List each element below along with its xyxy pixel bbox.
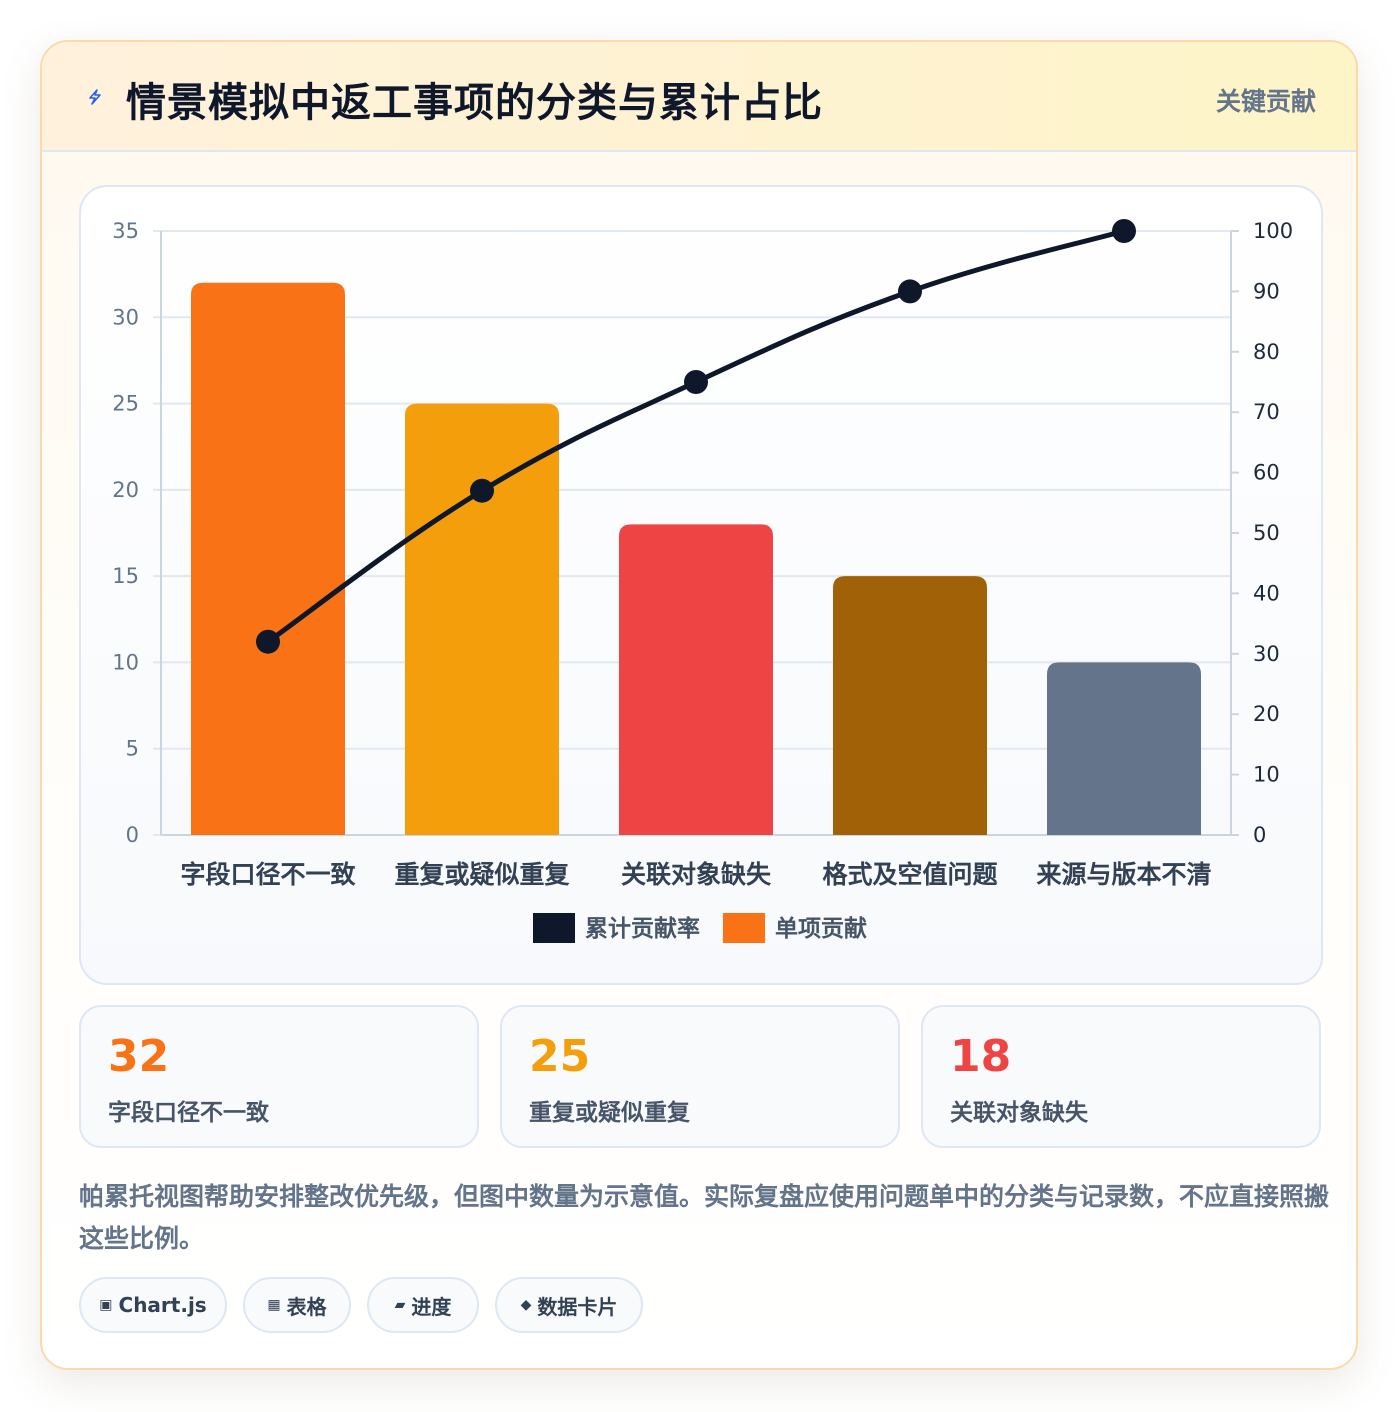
tag-progress[interactable]: ▰ 进度 [367, 1277, 479, 1333]
x-category-label: 重复或疑似重复 [394, 860, 570, 889]
page-title: 情景模拟中返工事项的分类与累计占比 [126, 80, 823, 126]
stat-value: 32 [108, 1031, 170, 1082]
table-icon: ▦ [267, 1297, 281, 1313]
cumulative-point [898, 279, 922, 304]
legend-swatch [723, 913, 765, 943]
y-left-tick-label: 15 [112, 564, 139, 588]
cumulative-point [1112, 219, 1136, 243]
legend-label: 累计贡献率 [585, 915, 700, 942]
cumulative-point [256, 629, 280, 654]
y-left-tick-label: 20 [112, 478, 139, 502]
key-contribution-badge: 关键贡献 [1215, 87, 1316, 116]
legend-label: 单项贡献 [775, 916, 867, 942]
x-category-label: 来源与版本不清 [1036, 860, 1211, 889]
tag-label: 表格 [286, 1294, 327, 1319]
y-left-tick-label: 25 [112, 392, 139, 416]
stat-value: 25 [529, 1031, 591, 1082]
y-right-tick-label: 80 [1253, 340, 1280, 364]
y-right-tick-label: 20 [1253, 702, 1280, 726]
stat-card-3: 18 关联对象缺失 [921, 1005, 1321, 1148]
pareto-chart: 0 5 10 15 20 25 30 35 0 10 20 30 40 50 60 70 80 90 100 字段口径… [112, 219, 1293, 943]
stat-label: 关联对象缺失 [950, 1100, 1088, 1126]
footnote: 帕累托视图帮助安排整改优先级，但图中数量为示意值。实际复盘应使用问题单中的分类与… [79, 1182, 1330, 1253]
stat-card-2: 25 重复或疑似重复 [500, 1005, 900, 1148]
chart-icon: ▣ [99, 1297, 113, 1313]
tag-label: 进度 [411, 1294, 452, 1319]
stat-label: 字段口径不一致 [108, 1100, 269, 1126]
tag-table[interactable]: ▦ 表格 [243, 1277, 351, 1333]
bar [405, 403, 559, 835]
x-category-label: 格式及空值问题 [822, 860, 997, 889]
card-header: 情景模拟中返工事项的分类与累计占比 关键贡献 [42, 42, 1356, 152]
diamond-icon: ◆ [520, 1297, 532, 1313]
stat-card-1: 32 字段口径不一致 [79, 1005, 479, 1148]
cumulative-point [470, 478, 494, 503]
bar [619, 524, 773, 835]
cumulative-point [684, 370, 708, 394]
chart-panel: 0 5 10 15 20 25 30 35 0 10 20 30 40 50 60 70 80 90 100 字段口径… [79, 185, 1323, 985]
y-right-tick-label: 50 [1253, 521, 1280, 545]
y-left-tick-label: 35 [112, 219, 139, 243]
lightning-bolt-icon [89, 89, 101, 105]
pareto-card: 情景模拟中返工事项的分类与累计占比 关键贡献 0 5 10 15 20 25 30 35 0 10… [40, 40, 1358, 1370]
stat-label: 重复或疑似重复 [529, 1100, 690, 1126]
tag-chartjs[interactable]: ▣ Chart.js [79, 1277, 227, 1333]
tag-label: Chart.js [118, 1293, 207, 1317]
y-right-tick-label: 10 [1253, 763, 1280, 787]
y-left-tick-label: 30 [112, 305, 139, 329]
tag-data-card[interactable]: ◆ 数据卡片 [495, 1277, 643, 1333]
bar [833, 576, 987, 835]
bar [191, 282, 345, 835]
y-right-tick-label: 40 [1253, 581, 1280, 605]
x-category-label: 关联对象缺失 [621, 860, 772, 889]
y-left-tick-label: 10 [112, 650, 139, 674]
y-right-tick-label: 90 [1253, 279, 1280, 303]
y-right-tick-label: 100 [1253, 219, 1293, 243]
tag-label: 数据卡片 [537, 1294, 618, 1319]
y-right-tick-label: 30 [1253, 642, 1280, 666]
bar [1047, 662, 1201, 835]
y-left-tick-label: 0 [126, 823, 139, 847]
y-left-tick-label: 5 [126, 737, 139, 761]
progress-icon: ▰ [394, 1297, 406, 1313]
legend-swatch [533, 913, 575, 943]
y-right-tick-label: 70 [1253, 400, 1280, 424]
y-right-tick-label: 60 [1253, 461, 1280, 485]
y-right-tick-label: 0 [1253, 823, 1266, 847]
stat-value: 18 [950, 1031, 1012, 1082]
x-category-label: 字段口径不一致 [180, 860, 356, 889]
